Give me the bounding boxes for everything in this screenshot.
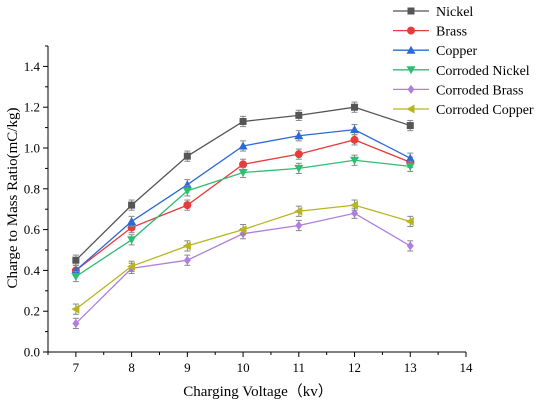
legend-entry: Nickel bbox=[393, 5, 473, 20]
legend-label: Corroded Brass bbox=[436, 83, 524, 98]
data-point bbox=[294, 150, 303, 159]
data-point bbox=[182, 241, 191, 251]
data-point bbox=[183, 201, 192, 210]
series-line bbox=[75, 204, 411, 310]
data-point bbox=[127, 216, 137, 225]
data-point bbox=[239, 117, 247, 125]
data-point bbox=[407, 84, 415, 94]
x-tick-label: 7 bbox=[73, 360, 80, 375]
data-point bbox=[405, 216, 414, 226]
data-point bbox=[183, 255, 191, 265]
data-point bbox=[238, 141, 248, 150]
data-point bbox=[350, 125, 360, 134]
data-point bbox=[183, 152, 191, 160]
data-point bbox=[294, 206, 303, 216]
data-point bbox=[127, 261, 136, 271]
data-point bbox=[72, 256, 80, 264]
data-point bbox=[238, 225, 247, 235]
legend: Nickel Brass Copper Corroded Nickel Corroded… bbox=[393, 5, 534, 118]
data-point bbox=[294, 131, 304, 140]
y-tick-label: 1.0 bbox=[24, 141, 40, 156]
data-point bbox=[351, 208, 359, 218]
x-tick-label: 11 bbox=[293, 360, 306, 375]
data-point bbox=[407, 7, 415, 15]
data-point bbox=[406, 241, 414, 251]
legend-label: Copper bbox=[436, 44, 478, 59]
data-point bbox=[128, 201, 136, 209]
series-brass bbox=[71, 134, 415, 276]
data-point bbox=[295, 221, 303, 231]
data-point bbox=[405, 162, 415, 171]
data-point bbox=[405, 153, 415, 162]
x-tick-label: 9 bbox=[184, 360, 191, 375]
y-tick-label: 0.8 bbox=[24, 181, 40, 196]
x-tick-label: 13 bbox=[404, 360, 417, 375]
data-point bbox=[350, 156, 360, 165]
series-corroded-copper bbox=[71, 199, 414, 315]
legend-entry: Brass bbox=[393, 25, 467, 40]
data-point bbox=[127, 223, 136, 232]
legend-entry: Corroded Brass bbox=[393, 83, 524, 98]
y-tick-label: 0.4 bbox=[24, 263, 41, 278]
data-point bbox=[406, 122, 414, 130]
x-tick-label: 8 bbox=[128, 360, 135, 375]
x-tick-label: 10 bbox=[237, 360, 250, 375]
series-corroded-nickel bbox=[71, 154, 415, 283]
data-point bbox=[71, 273, 81, 282]
x-tick-label: 14 bbox=[460, 360, 474, 375]
data-point bbox=[406, 45, 416, 54]
series-layer bbox=[71, 101, 415, 330]
series-nickel bbox=[72, 101, 414, 266]
data-point bbox=[295, 111, 303, 119]
data-point bbox=[406, 104, 415, 114]
y-axis-label: Charge to Mass Ratio(mC/kg) bbox=[5, 108, 21, 289]
data-point bbox=[182, 187, 192, 196]
axes-layer: 7 8 9 10 11 12 13 14 0.0 0.2 0.4 0.6 0.8 1.0 1.2 1.4 bbox=[24, 45, 474, 375]
data-point bbox=[71, 304, 80, 314]
data-point bbox=[350, 200, 359, 210]
y-tick-label: 1.4 bbox=[24, 59, 41, 74]
data-point bbox=[407, 26, 415, 35]
data-point bbox=[406, 66, 416, 75]
legend-entry: Copper bbox=[393, 44, 478, 59]
legend-entry: Corroded Nickel bbox=[393, 64, 530, 79]
data-point bbox=[238, 168, 248, 177]
x-tick-label: 12 bbox=[348, 360, 361, 375]
legend-label: Corroded Copper bbox=[436, 103, 534, 118]
legend-label: Corroded Nickel bbox=[436, 64, 530, 79]
legend-label: Brass bbox=[436, 25, 467, 40]
data-point bbox=[294, 164, 304, 173]
y-tick-label: 0.6 bbox=[24, 222, 41, 237]
data-point bbox=[127, 236, 137, 245]
y-tick-label: 0.2 bbox=[24, 304, 40, 319]
data-point bbox=[350, 135, 359, 144]
y-tick-label: 1.2 bbox=[24, 100, 40, 115]
x-axis-label: Charging Voltage（kv） bbox=[183, 383, 333, 400]
data-point bbox=[351, 103, 359, 111]
data-point bbox=[72, 318, 80, 328]
data-point bbox=[239, 160, 248, 169]
legend-entry: Corroded Copper bbox=[393, 103, 534, 118]
legend-label: Nickel bbox=[436, 5, 473, 20]
y-tick-label: 0.0 bbox=[24, 345, 40, 360]
series-copper bbox=[71, 124, 415, 276]
